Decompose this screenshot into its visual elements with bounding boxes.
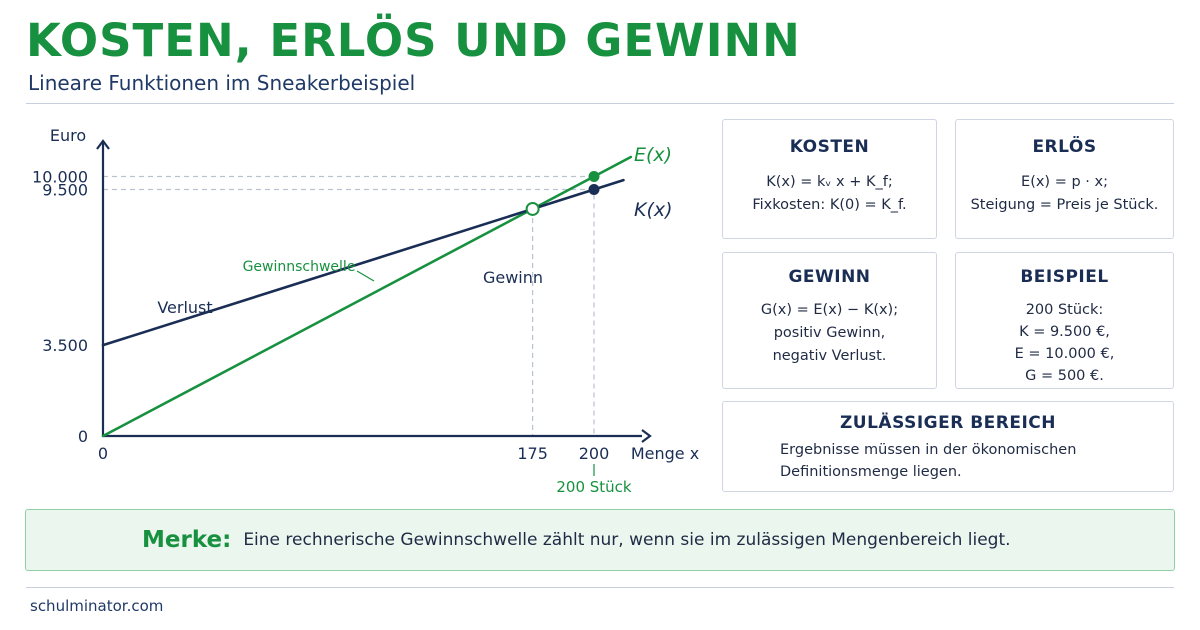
kosten-card-title: KOSTEN [789,137,870,157]
page-title: KOSTEN, ERLÖS UND GEWINN [26,14,801,67]
x-tick-label: 175 [517,444,548,463]
kosten-card: KOSTEN K(x) = kᵥ x + K_f; Fixkosten: K(0… [722,119,937,239]
x-tick-label: 200 [579,444,610,463]
gewinn-negative: negativ Verlust. [772,348,887,364]
page-subtitle: Lineare Funktionen im Sneakerbeispiel [28,71,416,95]
bottom-divider [26,587,1174,588]
bereich-card-title: ZULÄSSIGER BEREICH [839,413,1057,433]
kosten-formula: K(x) = kᵥ x + K_f; [766,174,893,190]
erloes-card: ERLÖS E(x) = p · x; Steigung = Preis je … [955,119,1174,239]
erloes-formula: E(x) = p · x; [1021,174,1108,190]
y-tick-label: 3.500 [42,336,88,355]
beispiel-card: BEISPIEL 200 Stück: K = 9.500 €, E = 10.… [955,252,1174,389]
region-label-loss: Verlust [157,298,212,317]
gewinn-positive: positiv Gewinn, [773,325,886,341]
break-even-point [525,201,540,216]
beispiel-quantity: 200 Stück: [1025,302,1104,318]
gewinn-card-title: GEWINN [788,267,871,287]
series-line-revenue-extension [592,155,633,178]
x-axis-arrow [641,429,652,443]
footer-site: schulminator.com [30,597,164,615]
kosten-fixed-costs: Fixkosten: K(0) = K_f. [752,197,907,213]
erloes-card-title: ERLÖS [1032,137,1097,157]
merke-text: Eine rechnerische Gewinnschwelle zählt n… [243,530,1011,550]
y-axis-arrow [96,139,110,150]
beispiel-profit: G = 500 €. [1025,368,1104,384]
x-annotation-label: 200 Stück [556,478,632,496]
top-divider [26,103,1174,104]
bereich-line-2: Definitionsmenge liegen. [780,464,962,480]
erloes-slope: Steigung = Preis je Stück. [970,197,1159,213]
series-line-revenue [101,175,596,438]
merke-note: Merke: Eine rechnerische Gewinnschwelle … [25,509,1175,571]
break-even-label: Gewinnschwelle [243,259,356,275]
y-axis-label: Euro [50,126,86,145]
y-tick-label: 9.500 [42,180,88,199]
beispiel-costs: K = 9.500 €, [1019,324,1110,340]
region-label-profit: Gewinn [483,268,543,287]
gewinn-card: GEWINN G(x) = E(x) − K(x); positiv Gewin… [722,252,937,389]
series-label-cost: K(x) [634,199,673,221]
merke-label: Merke: [142,527,232,553]
bereich-card: ZULÄSSIGER BEREICH Ergebnisse müssen in … [722,401,1174,492]
x-axis-label: Menge x [631,444,699,463]
y-tick-label: 0 [78,427,88,446]
gewinn-formula: G(x) = E(x) − K(x); [760,302,899,318]
bereich-line-1: Ergebnisse müssen in der ökonomischen [780,442,1077,458]
break-even-leader [356,270,375,282]
x-tick-label: 0 [98,444,108,463]
beispiel-card-title: BEISPIEL [1020,267,1109,287]
series-line-cost [101,188,596,347]
revenue-point-200 [588,171,600,182]
y-tick-label: 10.000 [32,168,88,187]
cost-point-200 [588,183,600,195]
beispiel-revenue: E = 10.000 €, [1014,346,1115,362]
series-label-revenue: E(x) [634,144,672,166]
